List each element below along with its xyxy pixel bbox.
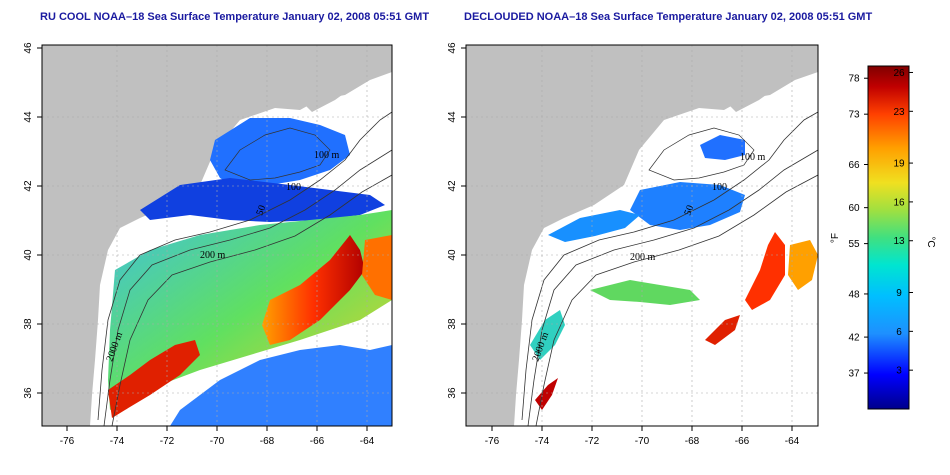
left-sst-south-warm (108, 340, 200, 418)
left-contour-2000m (111, 174, 392, 426)
left-x-tick-label: -72 (160, 436, 175, 447)
right-contour-label-100m: 100 m (740, 152, 766, 163)
left-contour-200m (103, 149, 392, 426)
left-map-nova-scotia (300, 58, 392, 112)
left-x-tick-label: -76 (60, 436, 75, 447)
left-contour-gom (224, 127, 331, 181)
left-contour-100m (97, 111, 392, 421)
left-map-title: RU COOL NOAA–18 Sea Surface Temperature … (40, 11, 430, 23)
colorbar-f-ticks: 78 73 66 60 55 48 42 37 (848, 74, 868, 380)
left-x-tick-label: -70 (210, 436, 225, 447)
colorbar-f-tick-label: 78 (848, 74, 860, 85)
colorbar-c-tick-label: 16 (893, 197, 905, 208)
colorbar-ramp (867, 65, 910, 410)
left-sst-south-blue (170, 345, 392, 426)
right-sst-shelf-west (548, 210, 640, 242)
colorbar-c-tick-label: 26 (893, 68, 905, 79)
colorbar-f-tick-label: 37 (848, 369, 860, 380)
right-contour-100m (521, 111, 818, 421)
colorbar-f-tick-label: 48 (848, 289, 860, 300)
right-x-ticks (491, 426, 793, 431)
right-map-panel: 100 m 100 200 m 2000 m 50 -76 -74 -72 -7… (447, 42, 819, 447)
right-x-tick-label: -70 (635, 436, 650, 447)
left-sst-gulf-stream (262, 235, 365, 345)
right-grid (466, 45, 818, 426)
right-y-tick-label: 38 (447, 318, 458, 330)
right-x-tick-label: -72 (585, 436, 600, 447)
colorbar-c-tick-label: 9 (896, 288, 902, 299)
right-y-tick-label: 36 (447, 387, 458, 399)
right-sst-warm-east (788, 240, 818, 290)
left-y-tick-label: 46 (23, 42, 34, 54)
right-map-nova-scotia (724, 58, 818, 112)
right-contour-label-100: 100 (712, 182, 727, 193)
right-sst-shelf-green (590, 280, 700, 305)
right-y-ticks (461, 47, 466, 394)
right-x-tick-label: -66 (735, 436, 750, 447)
right-contour-200m (527, 149, 818, 426)
right-map-title: DECLOUDED NOAA–18 Sea Surface Temperatur… (464, 11, 873, 23)
right-x-tick-label: -76 (485, 436, 500, 447)
right-sst-gulf-of-maine (700, 135, 745, 160)
left-x-tick-label: -66 (310, 436, 325, 447)
left-y-tick-label: 42 (23, 180, 34, 192)
colorbar-f-tick-label: 42 (848, 333, 860, 344)
colorbar-f-tick-label: 66 (848, 160, 860, 171)
left-x-tick-label: -74 (110, 436, 125, 447)
left-map-panel: 100 m 100 200 m 2000 m 50 -76 -74 -72 -7… (23, 42, 393, 447)
colorbar-c-tick-label: 6 (896, 327, 902, 338)
right-x-tick-label: -64 (785, 436, 800, 447)
colorbar: 78 73 66 60 55 48 42 37 26 23 19 16 13 9 6 3 °F °C (830, 65, 936, 410)
right-y-tick-label: 46 (447, 42, 458, 54)
left-grid (42, 45, 392, 426)
left-x-tick-label: -64 (360, 436, 375, 447)
right-y-tick-label: 44 (447, 111, 458, 123)
left-y-tick-label: 44 (23, 111, 34, 123)
colorbar-f-tick-label: 55 (848, 239, 860, 250)
colorbar-c-tick-label: 19 (893, 159, 905, 170)
colorbar-f-tick-label: 73 (848, 110, 860, 121)
colorbar-c-tick-label: 23 (893, 107, 905, 118)
right-sst-gulf-stream (745, 232, 785, 310)
left-contour-label-50: 50 (254, 204, 268, 217)
left-map-land (42, 45, 392, 426)
left-y-tick-label: 40 (23, 249, 34, 261)
left-y-tick-label: 36 (23, 387, 34, 399)
left-contour-label-100m: 100 m (314, 150, 340, 161)
right-sst-red-patch (705, 315, 740, 345)
right-y-tick-label: 42 (447, 180, 458, 192)
right-contour-label-50: 50 (682, 204, 696, 217)
right-sst-south-cyan (530, 310, 565, 360)
right-contour-2000m (535, 174, 818, 426)
colorbar-fahrenheit-label: °F (830, 233, 841, 243)
left-sst-warm-east (362, 235, 392, 300)
right-map-land (466, 45, 818, 426)
right-sst-georges-bank (630, 182, 745, 230)
left-contour-label-100: 100 (286, 182, 301, 193)
right-x-tick-label: -68 (685, 436, 700, 447)
right-contour-label-200m: 200 m (630, 252, 656, 263)
colorbar-c-ticks: 26 23 19 16 13 9 6 3 (893, 68, 913, 377)
left-x-ticks (66, 426, 368, 431)
left-y-tick-label: 38 (23, 318, 34, 330)
left-y-ticks (37, 47, 42, 394)
right-x-tick-label: -74 (535, 436, 550, 447)
left-contour-label-200m: 200 m (200, 250, 226, 261)
colorbar-c-tick-label: 3 (896, 366, 902, 377)
colorbar-c-tick-label: 13 (893, 236, 905, 247)
right-contour-gom (648, 127, 755, 181)
left-x-tick-label: -68 (260, 436, 275, 447)
colorbar-celsius-label: °C (925, 236, 936, 247)
right-y-tick-label: 40 (447, 249, 458, 261)
colorbar-f-tick-label: 60 (848, 203, 860, 214)
left-sst-gulf-of-maine (210, 118, 350, 190)
left-sst-georges-bank (140, 178, 385, 222)
